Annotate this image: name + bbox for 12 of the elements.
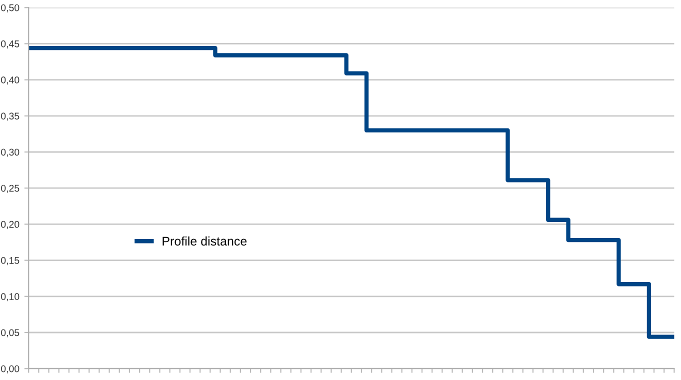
y-tick-label: 0,05: [1, 329, 20, 338]
y-tick-label: 0,35: [1, 112, 20, 121]
y-tick-label: 0,50: [1, 4, 20, 12]
y-tick-label: 0,20: [1, 220, 20, 229]
y-tick-label: 0,00: [1, 365, 20, 374]
y-tick-label: 0,40: [1, 76, 20, 85]
y-tick-label: 0,15: [1, 257, 20, 266]
y-tick-label: 0,10: [1, 293, 20, 302]
y-tick-label: 0,25: [1, 184, 20, 193]
y-tick-label: 0,30: [1, 148, 20, 157]
legend-label: Profile distance: [162, 236, 247, 246]
y-tick-label: 0,45: [1, 40, 20, 48]
